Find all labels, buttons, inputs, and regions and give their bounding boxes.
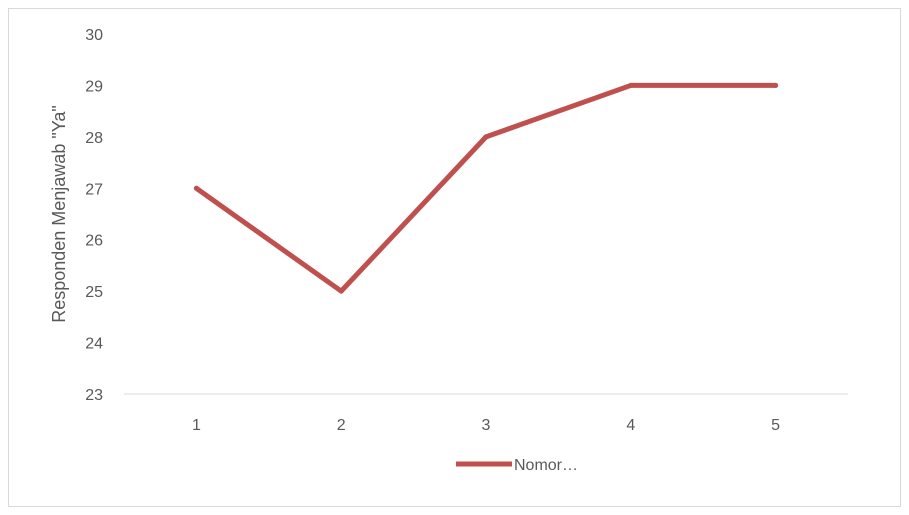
y-tick-label: 29 [85,78,103,95]
y-tick-label: 25 [85,284,103,301]
y-tick-label: 23 [85,387,103,404]
x-tick-label: 5 [771,417,780,434]
y-axis-ticks: 23 24 25 26 27 28 29 30 [85,27,103,404]
legend: Nomor… [456,457,578,474]
y-tick-label: 28 [85,130,103,147]
chart-area [8,8,901,507]
data-point [193,185,199,191]
data-point [338,288,344,294]
x-tick-label: 3 [482,417,491,434]
x-tick-label: 4 [626,417,635,434]
series-group [193,82,779,294]
y-tick-label: 30 [85,27,103,44]
y-tick-label: 24 [85,336,103,353]
data-point [628,82,634,88]
data-point [483,134,489,140]
x-tick-label: 2 [337,417,346,434]
series-line [193,82,779,294]
y-tick-label: 26 [85,233,103,250]
legend-label: Nomor… [514,457,578,474]
y-tick-label: 27 [85,181,103,198]
x-axis-ticks: 1 2 3 4 5 [192,417,780,434]
x-tick-label: 1 [192,417,201,434]
y-axis-title: Responden Menjawab "Ya" [49,105,69,323]
data-point [773,82,779,88]
